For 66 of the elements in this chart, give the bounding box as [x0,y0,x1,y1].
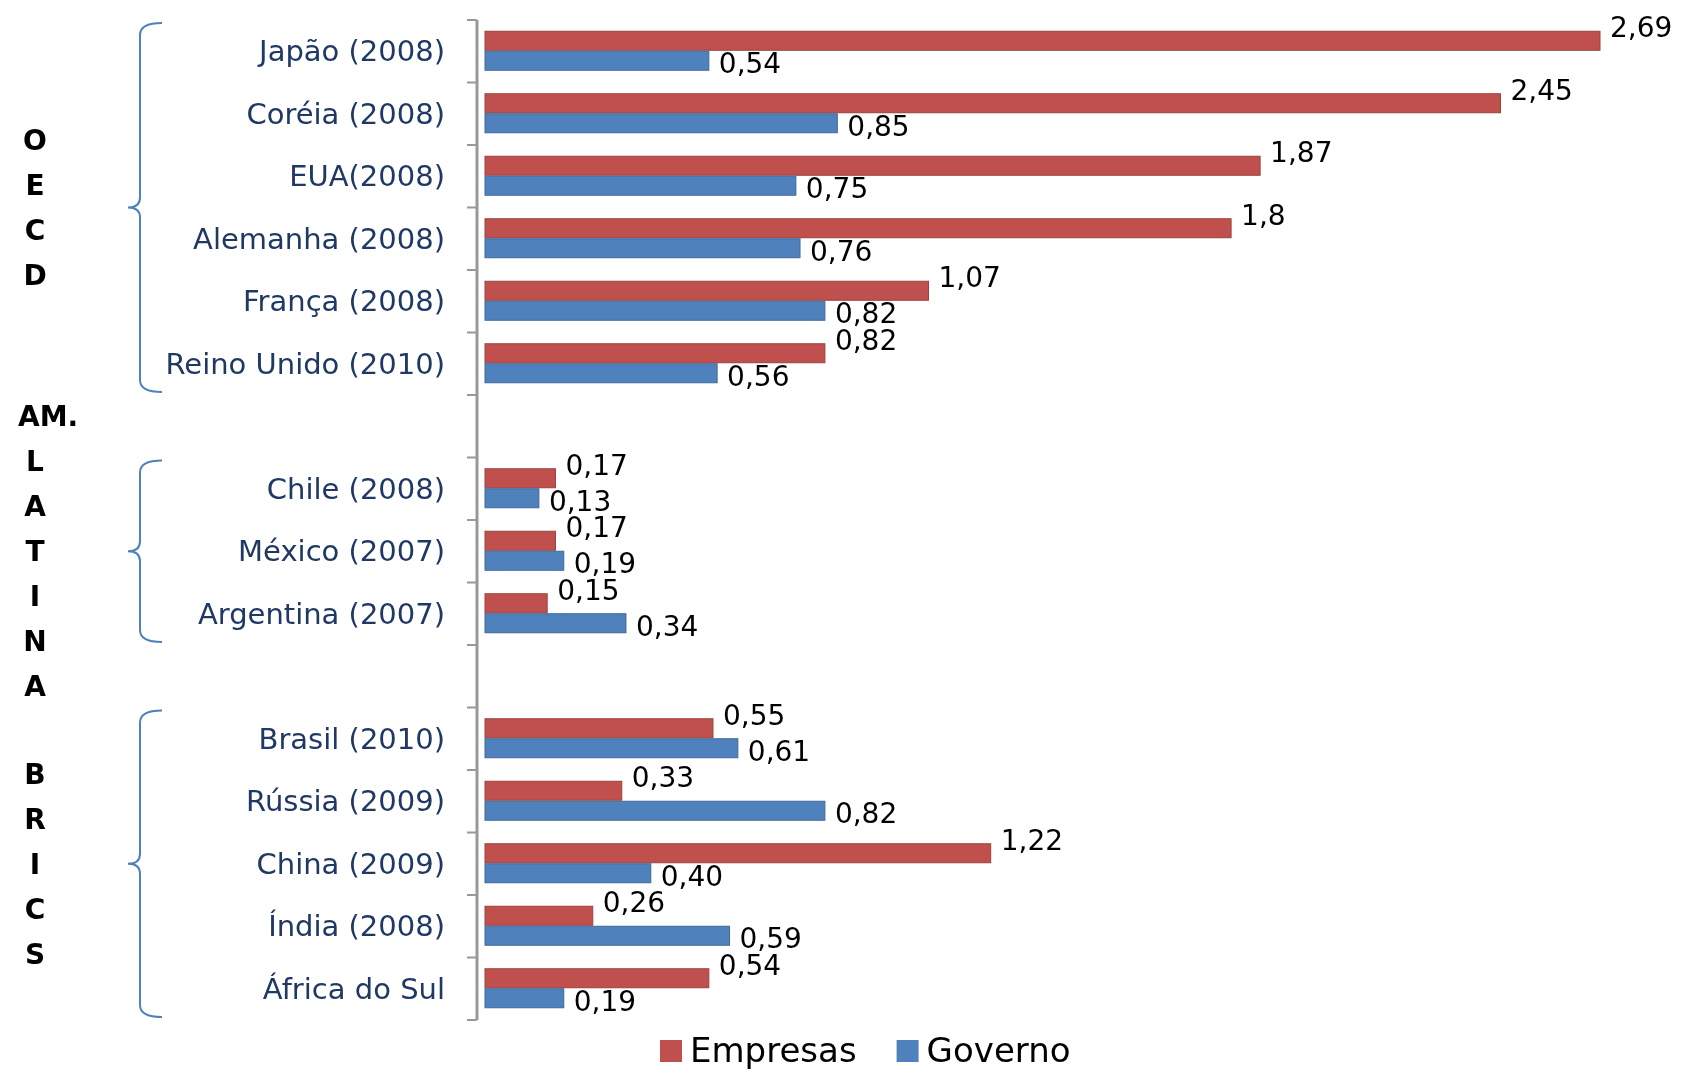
bar [484,343,826,364]
bar [484,863,652,884]
data-label: 0,56 [727,359,790,393]
bar [484,30,1601,51]
text: OECD [23,124,47,292]
text: AM. LATINA [18,400,79,704]
data-label: 0,54 [718,47,782,81]
data-label: 2,69 [1610,11,1673,45]
legend-label: Empresas [690,1030,857,1070]
data-label: 0,85 [847,109,910,143]
data-label: 0,17 [565,448,628,482]
text: BRICS [24,757,46,971]
bar [484,468,556,489]
bar [484,780,623,801]
y-tick-label: EUA(2008) [289,159,445,194]
bar [484,488,540,509]
data-label: 0,33 [631,761,695,795]
bar [484,363,718,384]
bar [484,593,548,614]
data-label: 0,26 [602,886,666,920]
y-tick-label: Japão (2008) [257,34,445,69]
bar [484,925,731,946]
bar [484,738,739,759]
legend-label: Governo [926,1030,1071,1070]
data-label: 0,34 [635,609,699,643]
data-label: 0,19 [573,984,637,1018]
y-tick-label: México (2007) [238,534,445,569]
y-tick-label: França (2008) [242,284,445,319]
bar [484,905,594,926]
bar [484,175,797,196]
bar [484,968,710,989]
bar [484,113,838,134]
data-label: 0,82 [834,797,898,831]
y-tick-label: Brasil (2010) [258,721,445,756]
y-tick-label: Índia (2008) [268,909,445,944]
bar [484,550,565,571]
bar [484,800,826,821]
bar [484,988,565,1009]
bar [484,155,1261,176]
y-tick-label: Argentina (2007) [197,596,445,631]
bar [484,238,801,259]
bar [484,218,1232,239]
data-label: 1,8 [1241,198,1286,232]
data-label: 2,45 [1510,73,1573,107]
y-tick-label: Alemanha (2008) [193,221,445,256]
data-label: 1,07 [938,261,1001,295]
y-tick-label: África do Sul [262,971,445,1006]
bar [484,280,930,301]
data-label: 0,55 [722,698,786,732]
data-label: 1,87 [1270,136,1333,170]
y-tick-label: Rússia (2009) [246,784,445,819]
data-label: 0,61 [747,734,811,768]
data-label: 0,76 [810,234,873,268]
bar [484,718,714,739]
bar [484,50,710,71]
data-label: 1,22 [1000,823,1064,857]
bar [484,93,1502,114]
y-tick-label: Reino Unido (2010) [165,346,445,381]
bar [484,843,992,864]
y-tick-label: Coréia (2008) [246,96,445,131]
y-tick-label: China (2009) [256,846,445,881]
y-tick-label: Chile (2008) [266,471,445,506]
bar [484,530,556,551]
data-label: 0,75 [805,172,869,206]
bar [484,300,826,321]
bar [484,613,627,634]
